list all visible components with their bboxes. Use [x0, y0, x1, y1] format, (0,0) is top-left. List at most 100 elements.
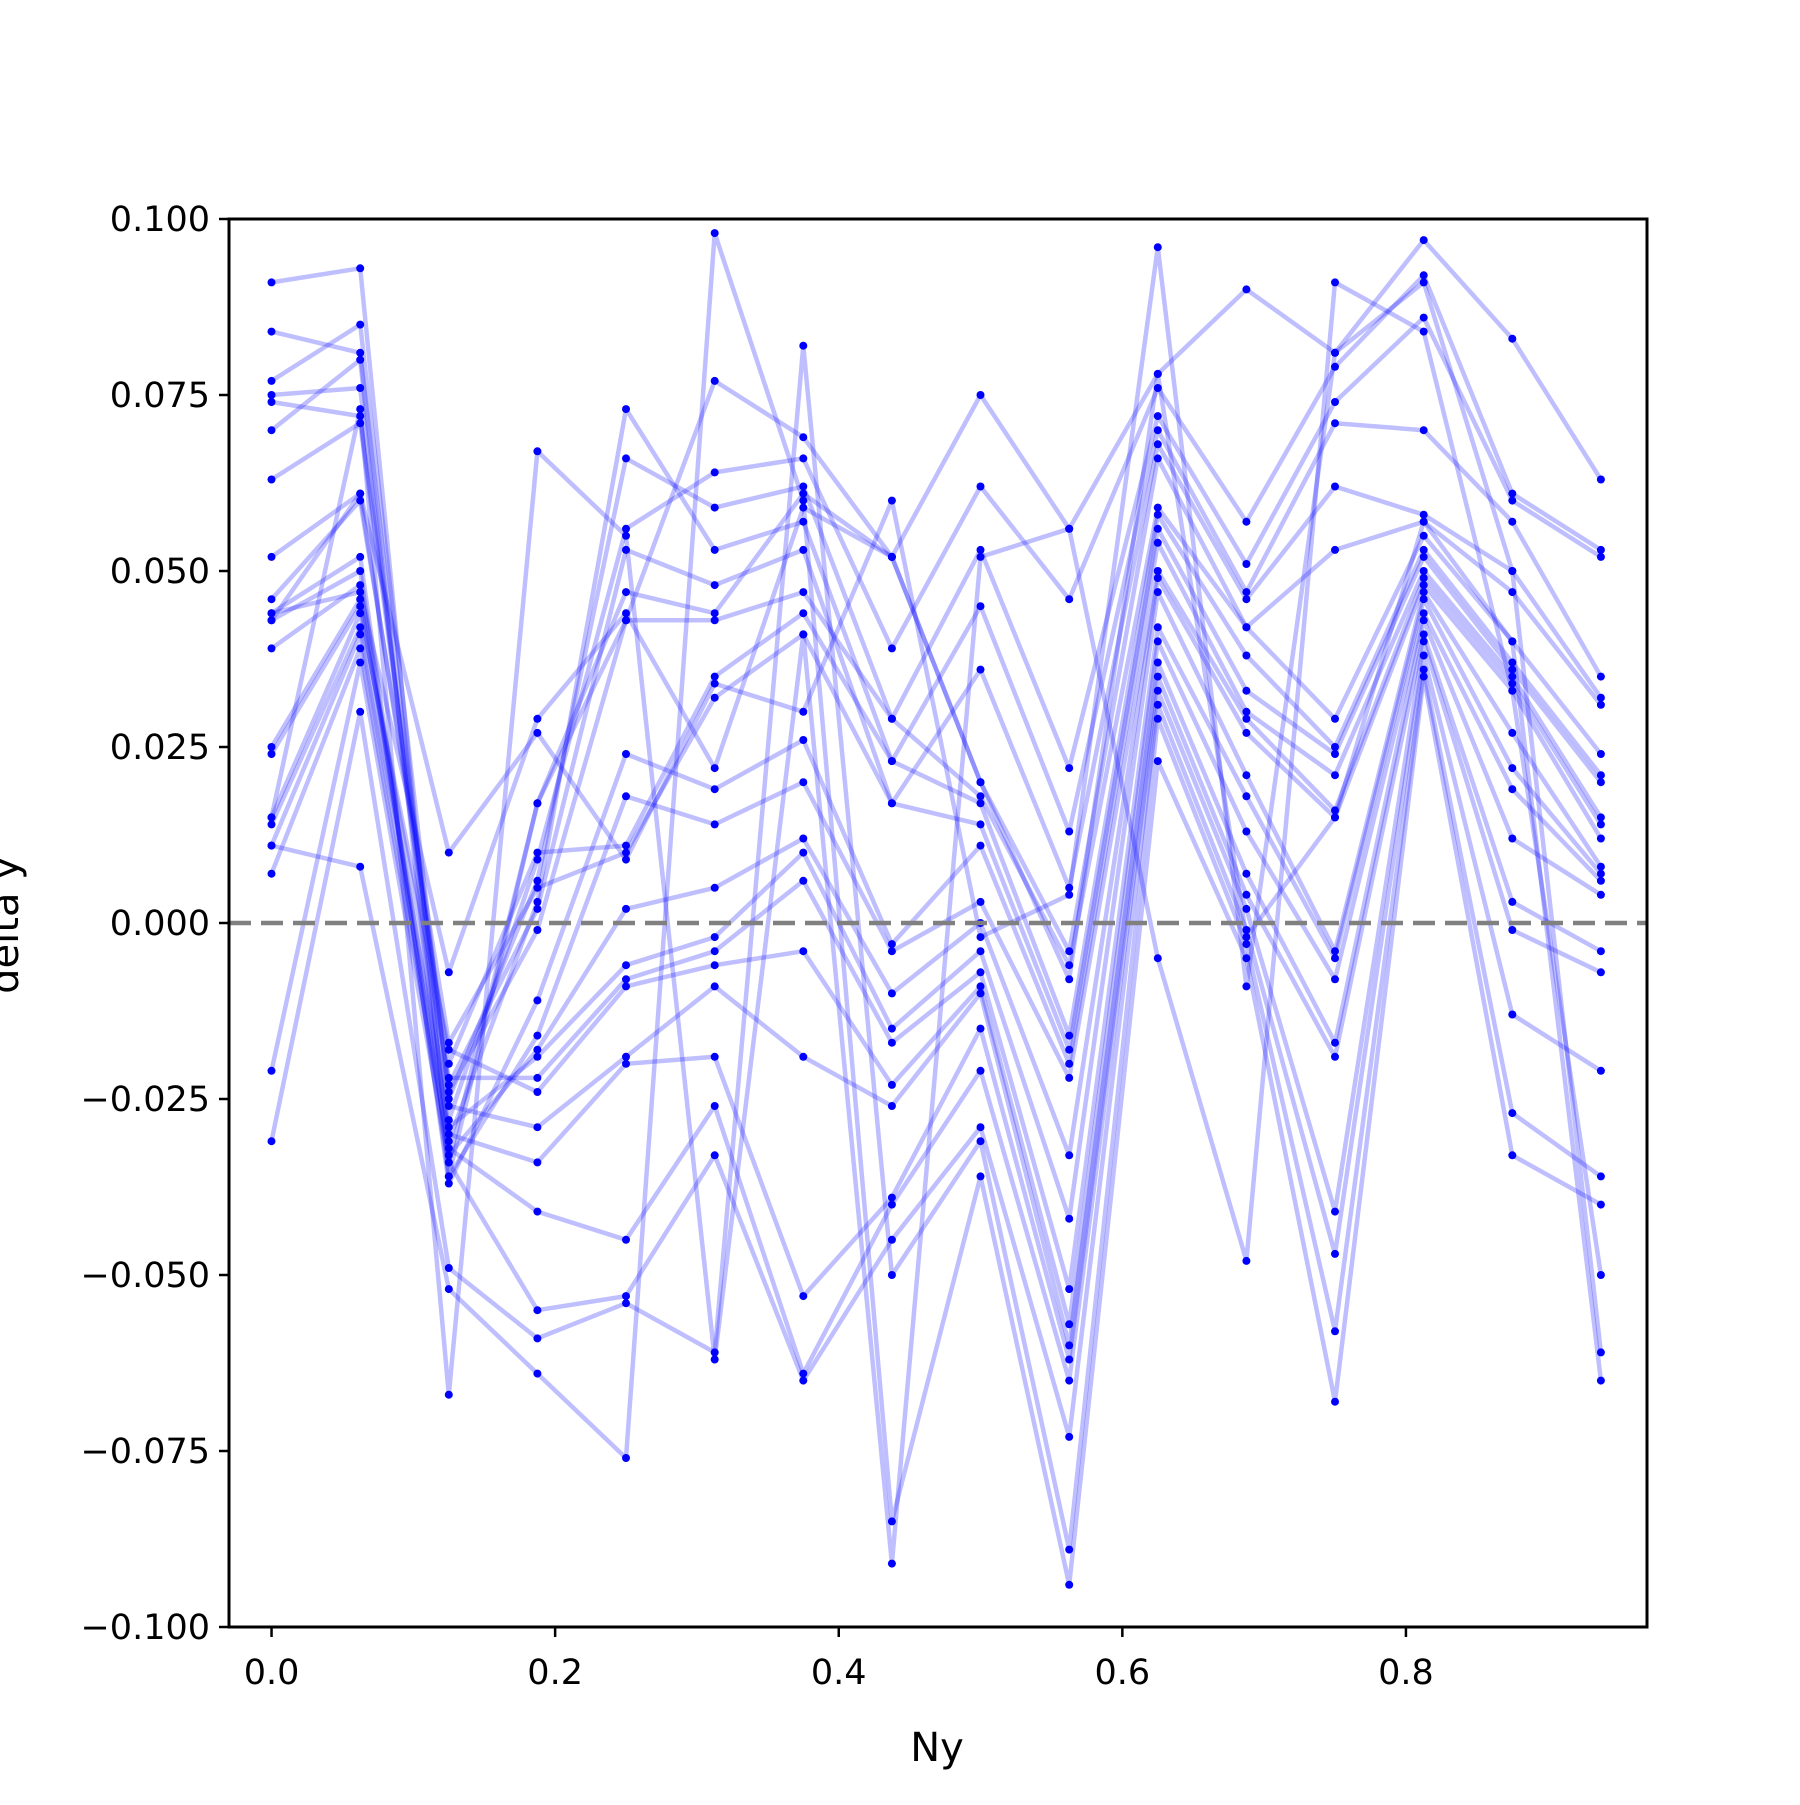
data-point: [444, 1130, 453, 1139]
data-point: [799, 630, 808, 639]
y-tick-label: 0.050: [110, 552, 210, 592]
y-tick-label: 0.075: [110, 376, 210, 416]
data-point: [533, 1052, 542, 1061]
data-point: [1331, 1249, 1339, 1258]
data-point: [356, 264, 365, 273]
data-point: [533, 897, 542, 906]
data-point: [622, 1454, 630, 1462]
data-point: [267, 1066, 276, 1075]
y-tick-label: −0.100: [80, 1608, 210, 1648]
data-point: [1065, 1376, 1074, 1385]
data-point: [1596, 771, 1605, 780]
data-point: [1419, 278, 1428, 287]
data-point: [1153, 538, 1162, 547]
data-point: [1508, 1109, 1517, 1118]
data-point: [267, 278, 276, 287]
data-point: [1419, 426, 1428, 435]
data-point: [799, 876, 808, 885]
data-point: [1596, 1200, 1605, 1209]
data-point: [1242, 792, 1251, 801]
data-point: [799, 609, 808, 618]
data-point: [1331, 419, 1339, 428]
data-point: [1065, 961, 1074, 970]
data-point: [622, 454, 630, 463]
data-point: [887, 644, 896, 653]
data-point: [1065, 1045, 1074, 1054]
data-point: [976, 665, 985, 674]
data-point: [444, 1151, 453, 1160]
data-point: [799, 1292, 808, 1301]
data-point: [267, 750, 276, 758]
data-point: [799, 834, 808, 843]
data-point: [622, 1235, 630, 1244]
series-line: [269, 610, 1603, 1327]
data-point: [799, 1376, 808, 1385]
data-point: [710, 229, 719, 238]
data-point: [1153, 658, 1162, 667]
series-line: [269, 596, 1603, 1292]
data-point: [356, 595, 365, 604]
data-point: [1331, 947, 1339, 956]
data-point: [444, 968, 453, 977]
data-point: [356, 707, 365, 716]
data-point: [356, 581, 365, 590]
data-point: [356, 588, 365, 597]
data-point: [1242, 926, 1251, 934]
data-point: [1331, 482, 1339, 491]
x-tick-label: 0.2: [527, 1653, 583, 1693]
data-point: [1242, 890, 1251, 899]
series-line: [270, 420, 1603, 1095]
data-point: [533, 799, 542, 808]
data-point: [1419, 545, 1428, 554]
data-point: [1242, 686, 1251, 695]
x-tick-label: 0.6: [1095, 1653, 1151, 1693]
data-point: [887, 989, 896, 998]
data-point: [1242, 933, 1251, 942]
data-point: [267, 820, 276, 829]
data-point: [976, 820, 985, 829]
data-point: [622, 855, 630, 864]
data-point: [1508, 834, 1517, 843]
data-point: [1065, 890, 1074, 899]
data-point: [444, 1285, 453, 1294]
data-point: [1419, 517, 1428, 526]
plot-area: [229, 229, 1647, 1589]
data-point: [533, 1045, 542, 1054]
data-point: [710, 1151, 719, 1160]
data-point: [622, 1299, 630, 1308]
data-point: [710, 609, 719, 618]
data-point: [1419, 581, 1428, 590]
data-point: [356, 552, 365, 561]
data-point: [1419, 531, 1428, 540]
data-point: [622, 792, 630, 801]
data-point: [1242, 714, 1251, 723]
data-point: [1331, 954, 1339, 963]
data-point: [1242, 588, 1251, 597]
data-point: [356, 862, 365, 871]
data-point: [710, 693, 719, 702]
data-point: [976, 391, 985, 399]
data-point: [976, 1066, 985, 1075]
data-point: [1065, 1545, 1074, 1554]
data-point: [533, 1158, 542, 1167]
x-axis-label: Ny: [910, 1725, 964, 1771]
data-point: [976, 1172, 985, 1181]
data-point: [976, 1137, 985, 1146]
data-point: [533, 1073, 542, 1082]
data-point: [1508, 1010, 1517, 1019]
data-point: [533, 1031, 542, 1040]
data-point: [887, 552, 896, 561]
data-point: [444, 1080, 453, 1089]
data-point: [1065, 1320, 1074, 1329]
data-point: [356, 567, 365, 575]
data-point: [710, 1355, 719, 1364]
data-point: [533, 876, 542, 885]
data-point: [976, 545, 985, 554]
series-line: [270, 568, 1603, 1179]
data-point: [1065, 1432, 1074, 1441]
series-line: [269, 618, 1603, 1348]
data-point: [710, 883, 719, 892]
data-point: [1596, 1376, 1605, 1385]
data-point: [1242, 707, 1251, 716]
data-point: [1596, 1172, 1605, 1181]
